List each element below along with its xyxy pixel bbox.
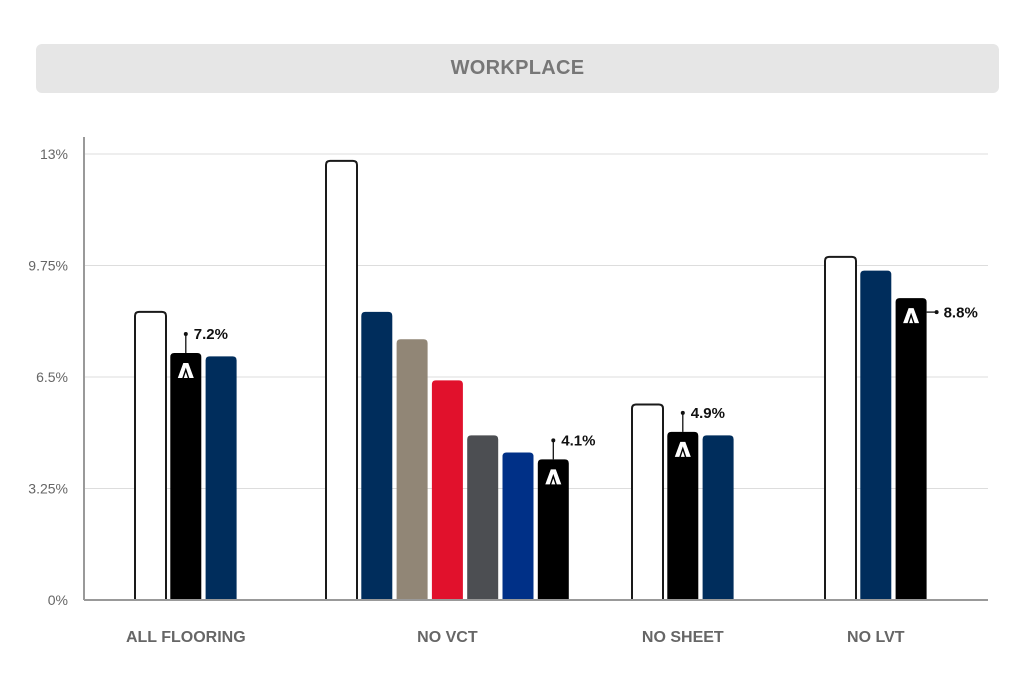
brand-a-logo-icon xyxy=(903,308,920,324)
category-label: NO LVT xyxy=(847,629,905,646)
bar xyxy=(860,270,892,600)
bar xyxy=(170,352,202,600)
y-tick-label: 0% xyxy=(48,592,68,608)
bar xyxy=(702,435,734,600)
label-leader-dot xyxy=(183,331,188,336)
bar xyxy=(537,459,569,600)
bar xyxy=(431,380,463,600)
y-tick-label: 13% xyxy=(40,146,68,162)
bar xyxy=(895,298,927,600)
y-tick-label: 9.75% xyxy=(28,258,68,274)
chart-title-bar: WORKPLACE xyxy=(36,44,999,93)
y-tick-label: 3.25% xyxy=(28,481,68,497)
bar xyxy=(631,403,664,601)
bar xyxy=(325,159,358,601)
bar xyxy=(396,339,428,600)
brand-a-logo-icon xyxy=(177,362,194,378)
data-label: 8.8% xyxy=(944,305,978,322)
bar xyxy=(502,452,534,600)
data-label: 7.2% xyxy=(194,326,228,343)
bar xyxy=(467,435,499,600)
bar xyxy=(361,311,393,600)
bar xyxy=(205,356,237,600)
label-leader-dot xyxy=(551,438,556,443)
brand-a-logo-icon-notch xyxy=(909,317,914,324)
brand-a-logo-icon xyxy=(674,441,691,457)
label-leader-dot xyxy=(934,310,939,315)
category-label: NO SHEET xyxy=(642,629,724,646)
brand-a-logo-icon-notch xyxy=(680,450,685,457)
data-label: 4.9% xyxy=(691,405,725,422)
label-leader-dot xyxy=(680,410,685,415)
bar xyxy=(134,310,167,601)
category-label: NO VCT xyxy=(417,629,478,646)
category-label: ALL FLOORING xyxy=(126,629,246,646)
brand-a-logo-icon-notch xyxy=(551,478,556,485)
data-label: 4.1% xyxy=(561,432,595,449)
chart-title: WORKPLACE xyxy=(450,57,585,79)
y-tick-label: 6.5% xyxy=(36,369,68,385)
brand-a-logo-icon-notch xyxy=(183,371,188,378)
brand-a-logo-icon xyxy=(545,469,562,485)
bar xyxy=(824,255,857,601)
bar xyxy=(667,431,699,600)
